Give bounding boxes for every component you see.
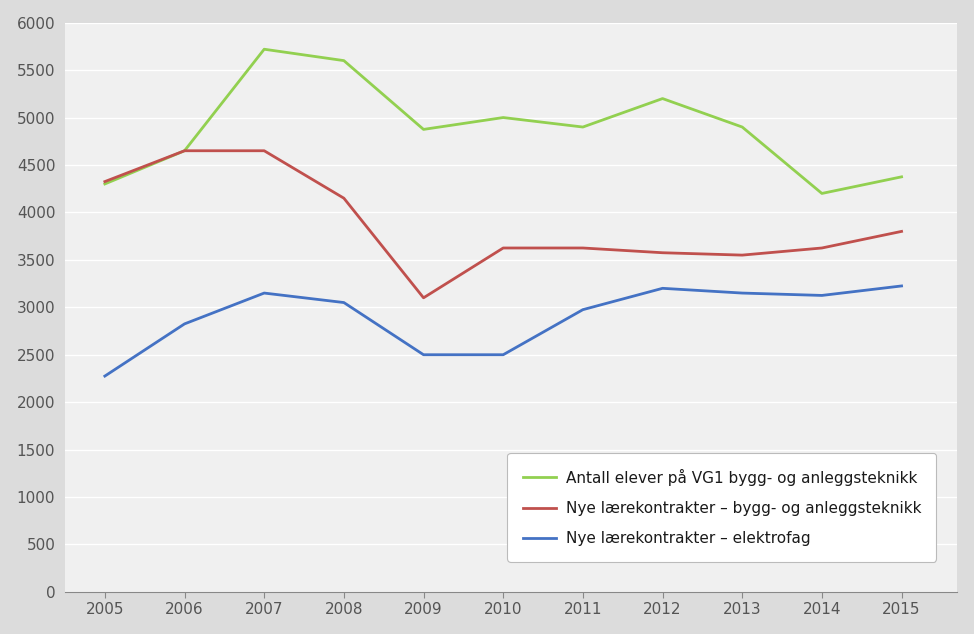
Nye lærekontrakter – bygg- og anleggsteknikk <box>498 244 509 252</box>
Nye lærekontrakter – elektrofag <box>736 289 748 297</box>
Nye lærekontrakter – elektrofag <box>418 351 430 359</box>
Nye lærekontrakter – elektrofag <box>816 292 828 299</box>
Nye lærekontrakter – bygg- og anleggsteknikk <box>418 294 430 302</box>
Antall elever på VG1 bygg- og anleggsteknikk <box>99 180 111 188</box>
Antall elever på VG1 bygg- og anleggsteknikk <box>178 147 190 155</box>
Line: Nye lærekontrakter – bygg- og anleggsteknikk: Nye lærekontrakter – bygg- og anleggstek… <box>105 151 902 298</box>
Antall elever på VG1 bygg- og anleggsteknikk <box>498 113 509 121</box>
Legend: Antall elever på VG1 bygg- og anleggsteknikk, Nye lærekontrakter – bygg- og anle: Antall elever på VG1 bygg- og anleggstek… <box>507 453 936 562</box>
Antall elever på VG1 bygg- og anleggsteknikk <box>816 190 828 197</box>
Nye lærekontrakter – elektrofag <box>577 306 588 313</box>
Nye lærekontrakter – bygg- og anleggsteknikk <box>577 244 588 252</box>
Antall elever på VG1 bygg- og anleggsteknikk <box>418 126 430 133</box>
Nye lærekontrakter – elektrofag <box>178 320 190 328</box>
Antall elever på VG1 bygg- og anleggsteknikk <box>896 173 908 181</box>
Nye lærekontrakter – elektrofag <box>99 372 111 380</box>
Nye lærekontrakter – bygg- og anleggsteknikk <box>178 147 190 155</box>
Nye lærekontrakter – bygg- og anleggsteknikk <box>258 147 270 155</box>
Antall elever på VG1 bygg- og anleggsteknikk <box>736 123 748 131</box>
Nye lærekontrakter – elektrofag <box>656 285 668 292</box>
Line: Antall elever på VG1 bygg- og anleggsteknikk: Antall elever på VG1 bygg- og anleggstek… <box>105 49 902 193</box>
Nye lærekontrakter – bygg- og anleggsteknikk <box>338 195 350 202</box>
Antall elever på VG1 bygg- og anleggsteknikk <box>577 123 588 131</box>
Antall elever på VG1 bygg- og anleggsteknikk <box>656 94 668 102</box>
Nye lærekontrakter – bygg- og anleggsteknikk <box>656 249 668 257</box>
Nye lærekontrakter – elektrofag <box>258 289 270 297</box>
Nye lærekontrakter – elektrofag <box>896 282 908 290</box>
Nye lærekontrakter – bygg- og anleggsteknikk <box>896 228 908 235</box>
Antall elever på VG1 bygg- og anleggsteknikk <box>338 57 350 65</box>
Nye lærekontrakter – bygg- og anleggsteknikk <box>99 178 111 185</box>
Nye lærekontrakter – bygg- og anleggsteknikk <box>736 251 748 259</box>
Antall elever på VG1 bygg- og anleggsteknikk <box>258 46 270 53</box>
Nye lærekontrakter – elektrofag <box>338 299 350 306</box>
Nye lærekontrakter – bygg- og anleggsteknikk <box>816 244 828 252</box>
Line: Nye lærekontrakter – elektrofag: Nye lærekontrakter – elektrofag <box>105 286 902 376</box>
Nye lærekontrakter – elektrofag <box>498 351 509 359</box>
